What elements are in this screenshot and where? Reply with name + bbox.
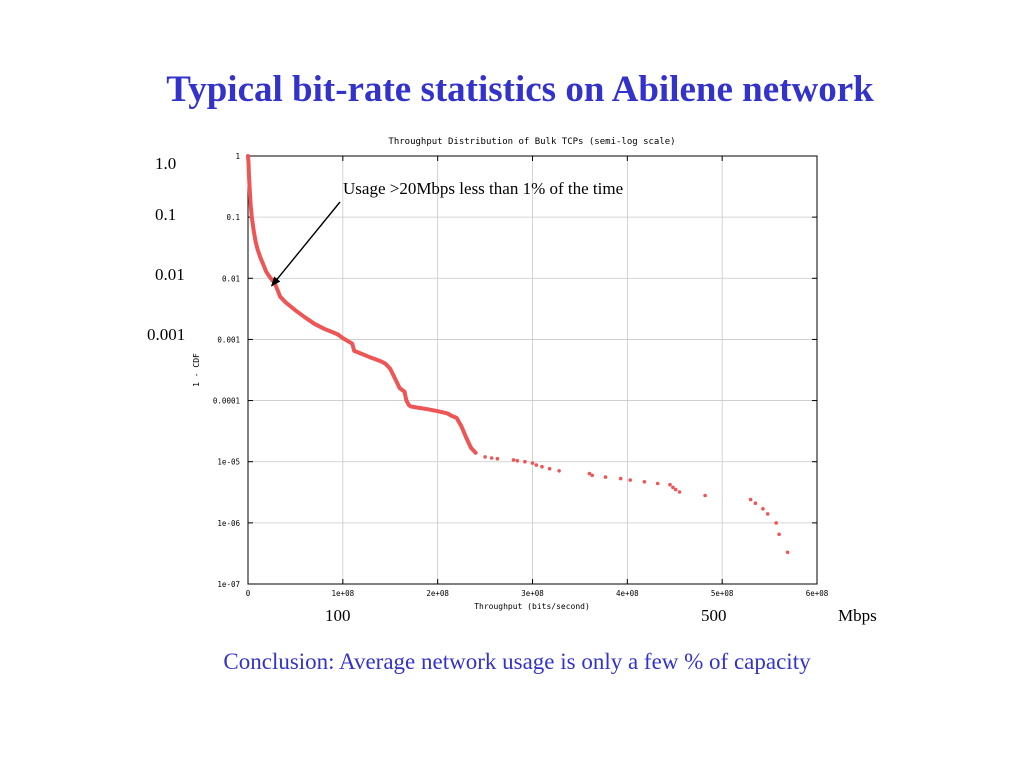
y-axis-label: 1 - CDF: [192, 353, 201, 387]
cdf-point: [547, 466, 552, 471]
y-tick-label: 0.01: [222, 274, 240, 283]
cdf-point: [761, 507, 765, 511]
chart-title: Throughput Distribution of Bulk TCPs (se…: [388, 137, 675, 147]
cdf-point: [523, 459, 527, 464]
cdf-point: [590, 473, 594, 478]
cdf-point: [603, 475, 608, 479]
overlay-x-label-100: 100: [325, 606, 351, 625]
cdf-curve: [246, 154, 478, 455]
cdf-point: [530, 461, 535, 465]
overlay-y-label-1: 1.0: [155, 154, 177, 173]
grid-lines: [248, 156, 817, 584]
cdf-point: [511, 458, 516, 462]
cdf-point: [540, 464, 544, 469]
annotation-layer: [270, 201, 341, 287]
x-tick-label: 5e+08: [711, 589, 734, 598]
cdf-point: [671, 485, 675, 490]
cdf-point: [673, 487, 678, 492]
cdf-point: [628, 478, 632, 482]
y-tick-label: 0.1: [226, 213, 240, 222]
y-tick-label: 1: [235, 152, 240, 161]
cdf-point: [557, 469, 561, 473]
cdf-point: [655, 481, 660, 486]
conclusion-text: Conclusion: Average network usage is onl…: [223, 649, 811, 674]
cdf-point: [765, 512, 770, 516]
axis-ticks: 0 1e+08 2e+08 3e+08 4e+08 5e+08 6e+08 1 0.1 0.01 0…: [213, 152, 829, 598]
series-layer: [246, 154, 790, 555]
cdf-point: [642, 480, 647, 484]
overlay-x-label-500: 500: [701, 606, 727, 625]
y-tick-label: 1e-05: [217, 458, 240, 467]
cdf-point: [534, 463, 539, 467]
x-tick-label: 4e+08: [616, 589, 639, 598]
annotation-text: Usage >20Mbps less than 1% of the time: [343, 179, 624, 198]
cdf-point: [489, 456, 494, 460]
cdf-point: [587, 471, 592, 476]
x-axis-label: Throughput (bits/second): [474, 602, 590, 611]
cdf-point: [774, 521, 778, 525]
cdf-point: [495, 456, 500, 461]
overlay-y-label-0-01: 0.01: [155, 265, 185, 284]
cdf-point: [677, 490, 682, 494]
x-tick-label: 1e+08: [332, 589, 355, 598]
cdf-point: [777, 532, 781, 537]
slide-title: Typical bit-rate statistics on Abilene n…: [166, 69, 874, 110]
x-tick-label: 3e+08: [521, 589, 544, 598]
y-tick-label: 0.0001: [213, 397, 240, 406]
x-tick-label: 2e+08: [426, 589, 449, 598]
annotation-arrow: [270, 201, 341, 287]
cdf-point: [618, 476, 623, 481]
cdf-point: [483, 455, 487, 459]
overlay-y-label-0-1: 0.1: [155, 205, 177, 224]
cdf-point: [703, 493, 707, 498]
x-tick-label: 0: [246, 589, 251, 598]
overlay-x-label-mbps: Mbps: [838, 606, 877, 625]
cdf-point: [785, 550, 790, 555]
y-tick-label: 1e-07: [217, 580, 240, 589]
cdf-point: [668, 482, 672, 487]
cdf-point: [748, 497, 753, 502]
overlay-y-label-0-001: 0.001: [147, 325, 186, 344]
cdf-point: [515, 458, 520, 463]
cdf-point: [753, 501, 758, 506]
y-tick-label: 0.001: [217, 335, 240, 344]
x-tick-label: 6e+08: [806, 589, 829, 598]
y-tick-label: 1e-06: [217, 519, 240, 528]
